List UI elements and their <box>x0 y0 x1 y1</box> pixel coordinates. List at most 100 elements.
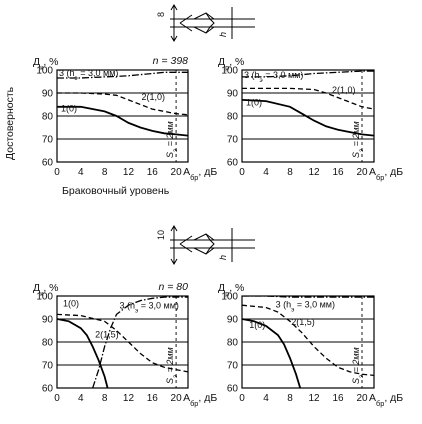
joint-thickness-label: 8 <box>156 12 166 17</box>
series-line <box>242 99 374 137</box>
plot-frame <box>241 295 375 389</box>
x-tick-label: 4 <box>263 167 269 178</box>
y-tick-label: 100 <box>36 292 53 303</box>
y-tick-label: 70 <box>227 361 239 372</box>
series-line <box>57 71 188 79</box>
y-tick-label: 70 <box>42 135 54 146</box>
y-axis-label: Дк, % <box>33 56 59 72</box>
x-tick-label: 20 <box>171 393 183 404</box>
x-tick-label: 20 <box>356 393 368 404</box>
x-tick-label: 16 <box>332 167 344 178</box>
y-tick-label: 100 <box>36 66 53 77</box>
reference-line-label: Sэ = 2мм <box>165 347 179 384</box>
chart-bottom-left: 60 70 80 90 100 0 4 8 12 16 20 Абр, дБ Дк, % n = 80 Sэ… <box>33 281 217 408</box>
x-tick-label: 0 <box>54 167 60 178</box>
y-tick-label: 100 <box>221 66 238 77</box>
thickness-arrow-icon <box>170 225 178 265</box>
x-tick-label: 12 <box>123 393 135 404</box>
series-label: 3 (hэ = 3,0 мм) <box>59 68 118 82</box>
series-line <box>242 296 374 298</box>
series-line <box>242 318 302 388</box>
weld-bead-shape <box>205 233 215 255</box>
x-axis-label: Абр, дБ <box>369 166 403 182</box>
x-tick-label: 12 <box>308 393 320 404</box>
sample-size-label: n = 398 <box>153 55 188 67</box>
x-axis-label: Абр, дБ <box>369 392 403 408</box>
joint-height-label: h <box>218 32 228 37</box>
x-tick-label: 0 <box>239 167 245 178</box>
y-tick-label: 60 <box>42 158 54 169</box>
x-tick-label: 4 <box>78 393 84 404</box>
weld-bead-shape <box>193 12 215 34</box>
y-tick-label: 80 <box>42 338 54 349</box>
x-tick-label: 0 <box>239 393 245 404</box>
weld-joint-diagram-bottom: 10 h <box>156 225 255 265</box>
x-tick-label: 16 <box>147 393 159 404</box>
y-tick-label: 60 <box>42 384 54 395</box>
series-label: 1(0) <box>63 298 79 308</box>
x-axis-label: Абр, дБ <box>183 392 217 408</box>
y-axis-label: Дк, % <box>33 282 59 298</box>
plot-frame <box>56 69 189 163</box>
series-line <box>57 105 188 137</box>
series-label: 2(1,5) <box>291 317 315 327</box>
chart-top-right: 60 70 80 90 100 0 4 8 12 16 20 Абр, дБ Др, % Sэ = 2мм… <box>218 56 403 182</box>
x-tick-label: 16 <box>332 393 344 404</box>
reference-line-label: Sэ = 2мм <box>165 121 179 158</box>
x-axis-label: Абр, дБ <box>183 166 217 182</box>
x-tick-label: 20 <box>171 167 183 178</box>
x-tick-label: 4 <box>78 167 84 178</box>
common-y-label: Достоверность <box>4 86 16 160</box>
series-line <box>242 304 374 377</box>
reference-line-label: Sэ = 2мм <box>351 121 365 158</box>
series-label: 2(1,5) <box>95 329 119 339</box>
y-tick-label: 80 <box>227 338 239 349</box>
series-line <box>57 318 109 388</box>
series-label: 3 (hэ = 3,0 мм) <box>120 301 179 315</box>
y-tick-label: 90 <box>227 89 239 100</box>
series-label: 1(0) <box>246 98 262 108</box>
y-axis-label: Др, % <box>218 282 244 298</box>
y-tick-label: 100 <box>221 292 238 303</box>
reference-line-label: Sэ = 2мм <box>351 347 365 384</box>
y-tick-label: 80 <box>42 112 54 123</box>
x-tick-label: 20 <box>356 167 368 178</box>
x-tick-label: 12 <box>308 167 320 178</box>
x-tick-label: 0 <box>54 393 60 404</box>
probe-arrow-shape <box>179 14 193 32</box>
y-tick-label: 70 <box>227 135 239 146</box>
series-label: 2(1,0) <box>142 92 166 102</box>
series-label: 3 (hэ = 3,0 мм) <box>276 300 335 314</box>
y-tick-label: 90 <box>42 315 54 326</box>
series-label: 3 (hэ = 3,0 мм) <box>244 70 303 84</box>
y-axis-label: Др, % <box>218 56 244 72</box>
series-label: 2(1,0) <box>332 85 356 95</box>
chart-top-left: 60 70 80 90 100 0 4 8 12 16 20 Абр, дБ Дк, % n = 398 S… <box>33 55 217 182</box>
series-line <box>92 296 188 388</box>
x-tick-label: 8 <box>102 393 108 404</box>
joint-thickness-label: 10 <box>156 230 166 240</box>
y-tick-label: 90 <box>42 89 54 100</box>
thickness-arrow-icon <box>170 4 178 42</box>
probe-arrow-shape <box>179 235 193 253</box>
x-tick-label: 8 <box>287 167 293 178</box>
x-tick-label: 4 <box>263 393 269 404</box>
plot-frame <box>241 69 375 163</box>
x-tick-label: 12 <box>123 167 135 178</box>
series-label: 1(0) <box>249 320 265 330</box>
weld-bead-shape <box>193 233 215 255</box>
x-tick-label: 8 <box>102 167 108 178</box>
series-label: 1(0) <box>61 103 77 113</box>
y-tick-label: 70 <box>42 361 54 372</box>
y-tick-label: 60 <box>227 158 239 169</box>
x-tick-label: 16 <box>147 167 159 178</box>
series-line <box>242 87 374 110</box>
weld-joint-diagram-top: 8 h <box>156 4 255 42</box>
joint-height-label: h <box>218 255 228 260</box>
chart-bottom-right: 60 70 80 90 100 0 4 8 12 16 20 Абр, дБ Др, % Sэ = 2мм… <box>218 282 403 408</box>
x-tick-label: 8 <box>287 393 293 404</box>
y-tick-label: 90 <box>227 315 239 326</box>
weld-bead-shape <box>205 12 215 34</box>
